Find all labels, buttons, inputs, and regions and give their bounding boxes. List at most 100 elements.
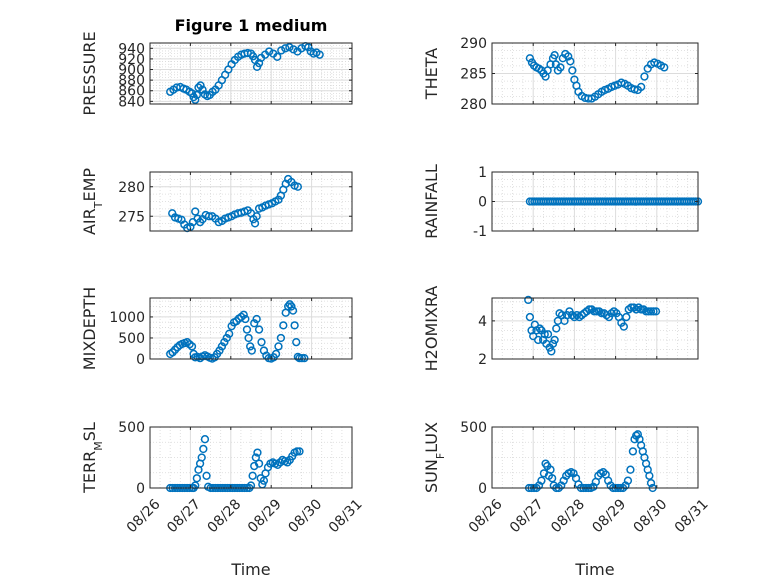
data-point <box>292 338 301 347</box>
data-point <box>295 354 304 363</box>
data-point <box>237 312 246 322</box>
axes-frame <box>149 42 353 105</box>
data-point <box>185 340 194 349</box>
y-axis-label: TERRMSL <box>80 422 105 494</box>
data-point <box>535 324 544 333</box>
data-point <box>220 338 229 347</box>
y-tick-label: 500 <box>118 331 145 347</box>
data-point <box>274 342 283 351</box>
data-point <box>558 54 568 63</box>
data-point <box>628 447 638 456</box>
subplot-terr-msl: 08/26 08/27 08/28 08/29 08/30 08/31 0 500 TERRMS… <box>80 420 366 579</box>
data-point <box>585 305 594 314</box>
data-point <box>248 471 257 480</box>
data-point <box>597 309 606 318</box>
y-axis-label: THETA <box>422 48 441 100</box>
data-point <box>525 54 535 63</box>
data-point <box>194 83 203 92</box>
data-point <box>297 354 307 363</box>
data-point <box>623 476 633 485</box>
y-tick-label: 900 <box>118 63 145 79</box>
data-point <box>247 346 256 355</box>
axes-frame <box>491 426 699 489</box>
data-point <box>217 342 227 351</box>
data-point <box>645 471 654 480</box>
data-point <box>222 333 231 343</box>
data-point <box>279 321 288 330</box>
data-point <box>543 330 553 339</box>
data-point <box>274 195 283 204</box>
data-point <box>281 44 290 53</box>
data-point <box>287 302 296 311</box>
data-point <box>246 342 255 351</box>
data-point <box>592 307 601 316</box>
data-point <box>315 50 324 59</box>
data-point <box>646 307 656 316</box>
data-point <box>533 335 543 345</box>
data-point <box>599 467 608 477</box>
data-point <box>284 302 293 311</box>
data-point <box>633 430 642 439</box>
x-tick-label: 08/27 <box>164 496 204 536</box>
subplot-air-temp: 275 280 AIRTEMP <box>80 168 353 235</box>
data-point <box>636 305 646 314</box>
data-point <box>556 63 565 72</box>
x-tick-label: 08/28 <box>205 496 245 536</box>
y-axis-label: H2OMIXRA <box>422 286 441 372</box>
data-point <box>552 324 561 333</box>
x-tick-label: 08/26 <box>124 496 164 536</box>
x-axis-label: Time <box>230 560 270 579</box>
subplot-rainfall: -1 0 1 RAINFALL <box>422 164 703 240</box>
data-point <box>547 347 556 356</box>
y-tick-label: 285 <box>460 67 487 83</box>
data-point <box>271 349 281 359</box>
data-point <box>265 47 274 56</box>
data-point <box>622 312 631 322</box>
scatter-series <box>168 174 303 233</box>
y-axis-label: SUNFLUX <box>422 422 447 493</box>
axes-frame <box>149 426 353 489</box>
y-tick-label: 880 <box>118 73 145 89</box>
data-point <box>285 300 294 309</box>
data-point <box>292 447 302 456</box>
axes-frame <box>491 297 699 360</box>
data-point <box>276 333 286 343</box>
y-tick-label: 1 <box>478 165 487 181</box>
data-point <box>273 460 282 469</box>
data-point <box>646 478 656 488</box>
data-point <box>540 330 549 339</box>
y-tick-label: 2 <box>478 352 487 368</box>
data-point <box>304 43 313 52</box>
data-point <box>251 453 260 462</box>
subplot-mixdepth: 0 500 1000 MIXDEPTH <box>80 287 353 370</box>
data-point <box>640 72 649 81</box>
data-point <box>288 306 298 315</box>
data-point <box>568 66 577 75</box>
data-point <box>254 459 264 468</box>
x-tick-label: 08/27 <box>507 496 547 536</box>
data-point <box>225 329 234 338</box>
data-point <box>626 465 635 474</box>
data-point <box>242 325 252 334</box>
data-point <box>295 447 304 456</box>
data-point <box>537 476 546 485</box>
data-point <box>566 57 575 66</box>
data-point <box>550 51 559 60</box>
data-point <box>636 82 646 92</box>
y-tick-label: 1000 <box>109 310 145 326</box>
data-point <box>199 444 208 454</box>
data-point <box>244 333 253 343</box>
y-tick-label: 860 <box>118 84 145 100</box>
data-point <box>254 325 264 334</box>
y-axis-label: MIXDEPTH <box>80 287 99 370</box>
data-point <box>200 435 210 444</box>
y-tick-label: 0 <box>478 481 487 497</box>
x-tick-label: 08/29 <box>589 496 629 536</box>
data-point <box>660 63 669 72</box>
x-tick-label: 08/31 <box>672 496 712 536</box>
y-tick-label: 940 <box>118 41 145 57</box>
data-point <box>254 59 264 68</box>
data-point <box>191 481 200 490</box>
